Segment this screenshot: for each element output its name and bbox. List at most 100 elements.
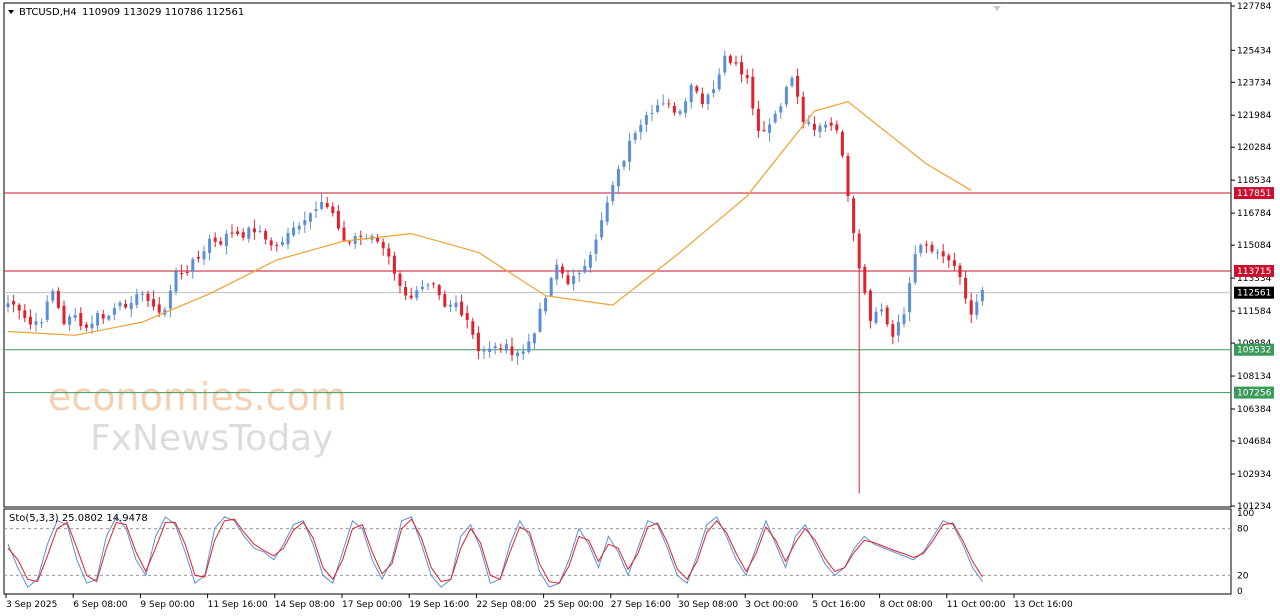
- candle-body[interactable]: [717, 74, 721, 90]
- candle-body[interactable]: [706, 94, 710, 104]
- candle-body[interactable]: [84, 324, 88, 328]
- candle-body[interactable]: [527, 341, 531, 352]
- candle-body[interactable]: [191, 259, 195, 273]
- price-pane[interactable]: [4, 50, 1231, 494]
- candle-body[interactable]: [23, 310, 27, 318]
- candle-body[interactable]: [689, 84, 693, 103]
- candle-body[interactable]: [644, 115, 648, 125]
- candle-body[interactable]: [112, 308, 116, 315]
- candle-body[interactable]: [493, 346, 497, 349]
- candle-body[interactable]: [426, 284, 430, 286]
- candle-body[interactable]: [773, 113, 777, 123]
- candle-body[interactable]: [616, 168, 620, 187]
- candle-body[interactable]: [437, 285, 441, 296]
- candle-body[interactable]: [202, 251, 206, 260]
- candle-body[interactable]: [852, 198, 856, 233]
- candle-body[interactable]: [756, 108, 760, 131]
- candle-body[interactable]: [594, 239, 598, 254]
- candle-body[interactable]: [241, 232, 245, 238]
- candle-body[interactable]: [952, 260, 956, 266]
- candle-body[interactable]: [549, 278, 553, 296]
- candle-body[interactable]: [51, 291, 55, 301]
- candle-body[interactable]: [880, 309, 884, 312]
- candle-body[interactable]: [667, 103, 671, 105]
- candle-body[interactable]: [768, 124, 772, 133]
- candle-body[interactable]: [264, 231, 268, 240]
- candle-body[interactable]: [488, 348, 492, 352]
- candle-body[interactable]: [801, 96, 805, 123]
- candle-body[interactable]: [633, 133, 637, 140]
- candle-body[interactable]: [348, 241, 352, 243]
- candle-body[interactable]: [796, 76, 800, 97]
- candle-body[interactable]: [180, 273, 184, 275]
- candle-body[interactable]: [465, 313, 469, 320]
- shift-marker-icon[interactable]: [993, 6, 1001, 11]
- candle-body[interactable]: [140, 293, 144, 295]
- candle-body[interactable]: [908, 283, 912, 313]
- candle-body[interactable]: [863, 266, 867, 293]
- candle-body[interactable]: [443, 294, 447, 307]
- candle-body[interactable]: [185, 271, 189, 273]
- stochastic-pane[interactable]: [4, 515, 1231, 588]
- candle-body[interactable]: [6, 303, 10, 308]
- candle-body[interactable]: [320, 202, 324, 209]
- candle-body[interactable]: [118, 302, 122, 307]
- candle-body[interactable]: [762, 129, 766, 131]
- candle-body[interactable]: [448, 304, 452, 307]
- candle-body[interactable]: [342, 227, 346, 241]
- candle-body[interactable]: [751, 76, 755, 109]
- candle-body[interactable]: [146, 293, 150, 301]
- candle-body[interactable]: [420, 286, 424, 290]
- candle-body[interactable]: [286, 233, 290, 245]
- candle-body[interactable]: [79, 313, 83, 327]
- candle-body[interactable]: [521, 351, 525, 354]
- candle-body[interactable]: [56, 290, 60, 308]
- candle-body[interactable]: [387, 248, 391, 257]
- candle-body[interactable]: [499, 348, 503, 350]
- candle-body[interactable]: [840, 131, 844, 156]
- candle-body[interactable]: [622, 160, 626, 167]
- candle-body[interactable]: [566, 275, 570, 285]
- candle-body[interactable]: [824, 124, 828, 128]
- candle-body[interactable]: [728, 55, 732, 63]
- candle-body[interactable]: [17, 304, 21, 311]
- candle-body[interactable]: [510, 346, 514, 355]
- candle-body[interactable]: [258, 230, 262, 232]
- candle-body[interactable]: [247, 227, 251, 239]
- candle-body[interactable]: [779, 106, 783, 113]
- candle-body[interactable]: [213, 237, 217, 242]
- candle-body[interactable]: [678, 111, 682, 114]
- candle-body[interactable]: [941, 251, 945, 257]
- candle-body[interactable]: [432, 283, 436, 285]
- candle-body[interactable]: [292, 227, 296, 236]
- candle-body[interactable]: [936, 252, 940, 254]
- candle-body[interactable]: [376, 237, 380, 242]
- candle-body[interactable]: [790, 77, 794, 86]
- candle-body[interactable]: [135, 294, 139, 306]
- candle-body[interactable]: [740, 62, 744, 75]
- candle-body[interactable]: [846, 156, 850, 197]
- candle-body[interactable]: [275, 245, 279, 247]
- candle-body[interactable]: [73, 314, 77, 318]
- candle-body[interactable]: [404, 287, 408, 296]
- candle-body[interactable]: [297, 225, 301, 230]
- candle-body[interactable]: [919, 244, 923, 253]
- candle-body[interactable]: [891, 324, 895, 337]
- candle-body[interactable]: [896, 322, 900, 336]
- candle-body[interactable]: [34, 321, 38, 325]
- candle-body[interactable]: [152, 299, 156, 307]
- candle-body[interactable]: [555, 264, 559, 280]
- candle-body[interactable]: [482, 350, 486, 352]
- candle-body[interactable]: [409, 295, 413, 298]
- candle-body[interactable]: [476, 332, 480, 352]
- candle-body[interactable]: [829, 122, 833, 126]
- candle-body[interactable]: [611, 184, 615, 202]
- candle-body[interactable]: [230, 232, 234, 234]
- candle-body[interactable]: [868, 290, 872, 321]
- candle-body[interactable]: [734, 62, 738, 64]
- candle-body[interactable]: [280, 242, 284, 246]
- candle-body[interactable]: [930, 244, 934, 252]
- candle-body[interactable]: [835, 124, 839, 131]
- candle-body[interactable]: [236, 231, 240, 235]
- candle-body[interactable]: [96, 312, 100, 326]
